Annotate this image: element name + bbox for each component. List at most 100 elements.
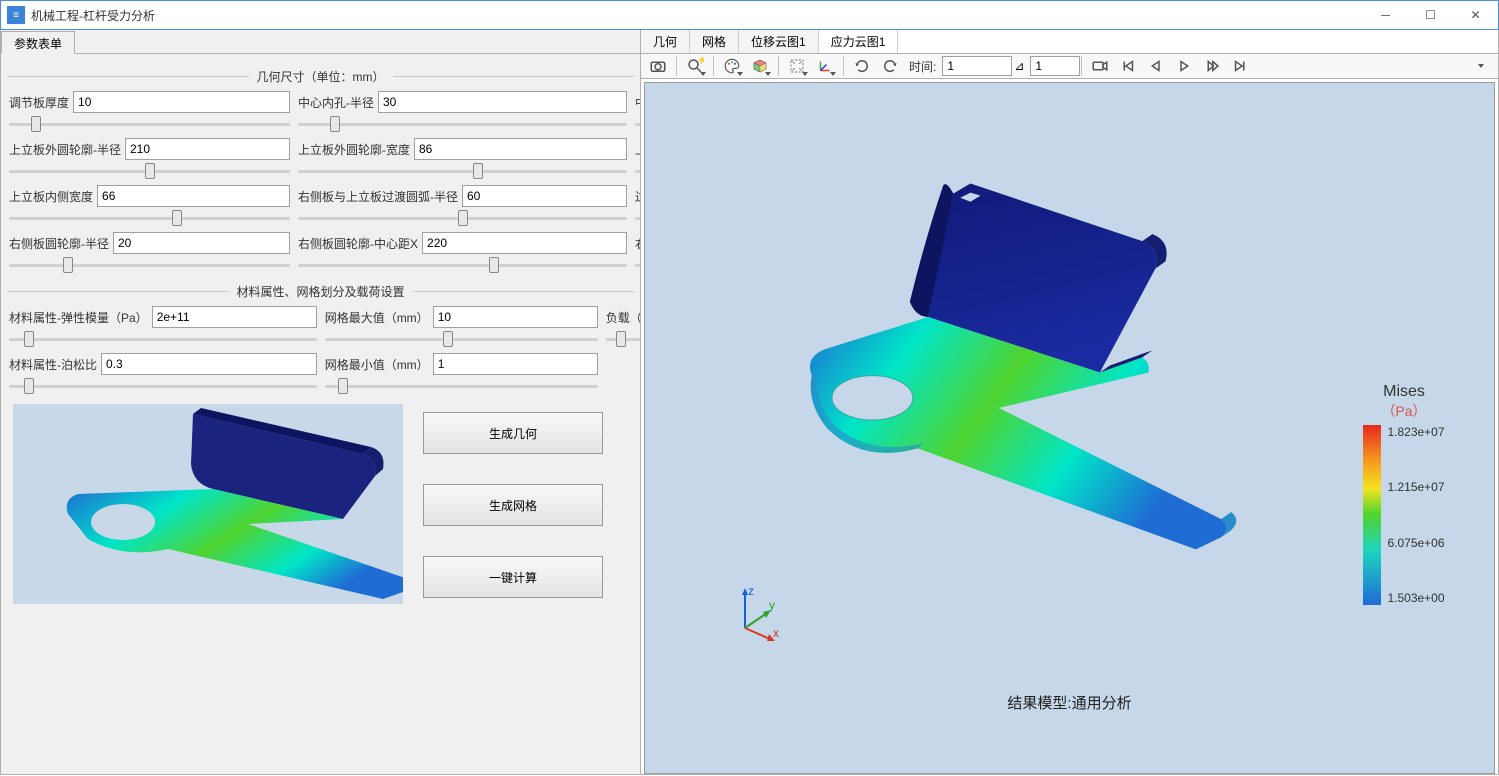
poisson-label: 材料属性-泊松比 xyxy=(9,356,97,373)
right-outer-r-label: 右侧板圆轮廓-半径 xyxy=(9,235,109,252)
tab-disp[interactable]: 位移云图1 xyxy=(739,30,819,53)
legend-tick: 1.215e+07 xyxy=(1387,480,1444,494)
frame-input[interactable] xyxy=(1030,56,1080,76)
youngs-input[interactable] xyxy=(152,306,317,328)
mesh-min-label: 网格最小值（mm） xyxy=(325,356,429,373)
legend-tick: 6.075e+06 xyxy=(1387,536,1444,550)
load-slider[interactable] xyxy=(606,330,640,348)
section-geom-title: 几何尺寸（单位：mm） xyxy=(249,68,393,85)
upper-trans-r-slider[interactable] xyxy=(635,162,640,180)
mesh-max-input[interactable] xyxy=(433,306,598,328)
thickness-input[interactable] xyxy=(73,91,290,113)
action-column: 生成几何 生成网格 一键计算 xyxy=(423,404,603,598)
compute-button[interactable]: 一键计算 xyxy=(423,556,603,598)
inner-hole-r-slider[interactable] xyxy=(298,115,627,133)
gen-geom-button[interactable]: 生成几何 xyxy=(423,412,603,454)
viewport[interactable]: z y x 结果模型:通用分析 Mises （Pa） 1.823e+07 1.2… xyxy=(644,82,1495,774)
mesh-min-input[interactable] xyxy=(433,353,598,375)
gen-mesh-button[interactable]: 生成网格 xyxy=(423,484,603,526)
result-label: 结果模型:通用分析 xyxy=(1007,692,1131,713)
minimize-button[interactable]: ─ xyxy=(1363,1,1408,29)
svg-text:y: y xyxy=(769,598,775,612)
right-panel: 几何 网格 位移云图1 应力云图1 ⚡ 时间: ⊿ xyxy=(641,30,1498,774)
right-trans-r-input[interactable] xyxy=(462,185,627,207)
time-input[interactable] xyxy=(942,56,1012,76)
upper-outer-r-input[interactable] xyxy=(125,138,290,160)
fit-view-icon[interactable] xyxy=(784,54,810,78)
tab-mesh[interactable]: 网格 xyxy=(690,30,739,53)
skip-first-icon[interactable] xyxy=(1115,54,1141,78)
step-forward-icon[interactable] xyxy=(1199,54,1225,78)
fillet-slider[interactable] xyxy=(635,209,640,227)
mesh-max-slider[interactable] xyxy=(325,330,598,348)
right-tab-row: 几何 网格 位移云图1 应力云图1 xyxy=(641,30,1498,54)
youngs-label: 材料属性-弹性模量（Pa） xyxy=(9,309,148,326)
tab-geom[interactable]: 几何 xyxy=(641,30,690,53)
upper-outer-w-slider[interactable] xyxy=(298,162,627,180)
svg-text:x: x xyxy=(773,626,779,640)
center-disc-r-slider[interactable] xyxy=(635,115,640,133)
rotate-cw-icon[interactable] xyxy=(877,54,903,78)
fillet-label: 过渡圆角 xyxy=(635,188,640,205)
step-back-icon[interactable] xyxy=(1143,54,1169,78)
cube-color-icon[interactable] xyxy=(747,54,773,78)
frame-sep-icon: ⊿ xyxy=(1010,54,1028,78)
camera-icon[interactable] xyxy=(645,54,671,78)
legend-tick: 1.823e+07 xyxy=(1387,425,1444,439)
color-legend: Mises （Pa） 1.823e+07 1.215e+07 6.075e+06… xyxy=(1344,383,1464,605)
right-cx-slider[interactable] xyxy=(298,256,627,274)
form-body: 几何尺寸（单位：mm） 调节板厚度 中心内孔-半径 中心圆-半径 xyxy=(1,54,640,774)
preview-row: 生成几何 生成网格 一键计算 xyxy=(7,398,634,610)
mesh-max-label: 网格最大值（mm） xyxy=(325,309,429,326)
load-label: 负载（N） xyxy=(606,309,640,326)
right-outer-r-input[interactable] xyxy=(113,232,290,254)
legend-title: Mises xyxy=(1344,383,1464,401)
right-cx-input[interactable] xyxy=(422,232,627,254)
section-geom-header: 几何尺寸（单位：mm） xyxy=(7,68,634,85)
titlebar: ≡ 机械工程-杠杆受力分析 ─ ☐ ✕ xyxy=(0,0,1499,30)
poisson-input[interactable] xyxy=(101,353,317,375)
legend-bar xyxy=(1363,425,1381,605)
right-toolbar: ⚡ 时间: ⊿ xyxy=(641,54,1498,79)
legend-ticks: 1.823e+07 1.215e+07 6.075e+06 1.503e+00 xyxy=(1381,425,1444,605)
inner-hole-r-input[interactable] xyxy=(378,91,627,113)
zoom-icon[interactable]: ⚡ xyxy=(682,54,708,78)
youngs-slider[interactable] xyxy=(9,330,317,348)
upper-inner-w-slider[interactable] xyxy=(9,209,290,227)
legend-tick: 1.503e+00 xyxy=(1387,591,1444,605)
palette-icon[interactable] xyxy=(719,54,745,78)
mesh-min-slider[interactable] xyxy=(325,377,598,395)
rotate-ccw-icon[interactable] xyxy=(849,54,875,78)
axis-gizmo: z y x xyxy=(725,583,785,643)
thickness-label: 调节板厚度 xyxy=(9,94,69,111)
left-tab-row: 参数表单 xyxy=(1,30,640,54)
upper-inner-w-input[interactable] xyxy=(97,185,290,207)
window-title: 机械工程-杠杆受力分析 xyxy=(31,7,1363,24)
maximize-button[interactable]: ☐ xyxy=(1408,1,1453,29)
right-cx-label: 右侧板圆轮廓-中心距X xyxy=(298,235,418,252)
tab-params[interactable]: 参数表单 xyxy=(1,31,75,54)
section-mat-header: 材料属性、网格划分及载荷设置 xyxy=(7,283,634,300)
play-icon[interactable] xyxy=(1171,54,1197,78)
close-button[interactable]: ✕ xyxy=(1453,1,1498,29)
thickness-slider[interactable] xyxy=(9,115,290,133)
main-area: 参数表单 几何尺寸（单位：mm） 调节板厚度 中心内孔-半径 xyxy=(0,30,1499,775)
skip-last-icon[interactable] xyxy=(1227,54,1253,78)
right-trans-r-slider[interactable] xyxy=(298,209,627,227)
upper-outer-r-slider[interactable] xyxy=(9,162,290,180)
time-label: 时间: xyxy=(905,58,940,75)
upper-outer-r-label: 上立板外圆轮廓-半径 xyxy=(9,141,121,158)
right-outer-r-slider[interactable] xyxy=(9,256,290,274)
tab-stress[interactable]: 应力云图1 xyxy=(819,30,899,53)
toolbar-menu-icon[interactable] xyxy=(1468,54,1494,78)
legend-unit: （Pa） xyxy=(1344,401,1464,421)
center-disc-r-label: 中心圆-半径 xyxy=(635,94,640,111)
upper-outer-w-input[interactable] xyxy=(414,138,627,160)
upper-outer-w-label: 上立板外圆轮廓-宽度 xyxy=(298,141,410,158)
record-icon[interactable] xyxy=(1087,54,1113,78)
axes-icon[interactable] xyxy=(812,54,838,78)
section-mat-title: 材料属性、网格划分及载荷设置 xyxy=(229,283,413,300)
poisson-slider[interactable] xyxy=(9,377,317,395)
right-cy-slider[interactable] xyxy=(635,256,640,274)
inner-hole-r-label: 中心内孔-半径 xyxy=(298,94,374,111)
